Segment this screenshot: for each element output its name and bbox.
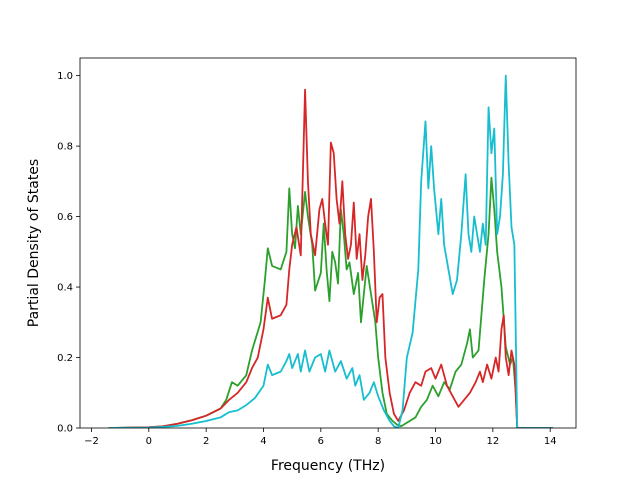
y-axis-label: Partial Density of States xyxy=(26,159,42,327)
x-tick-label: 8 xyxy=(375,436,381,447)
x-tick-label: 6 xyxy=(318,436,324,447)
y-tick-label: 0.0 xyxy=(57,424,73,435)
x-axis-label: Frequency (THz) xyxy=(271,458,385,474)
y-tick-label: 0.4 xyxy=(57,283,73,294)
plot-frame xyxy=(79,57,577,429)
y-tick-label: 0.6 xyxy=(57,212,73,223)
x-tick-label: 2 xyxy=(203,436,209,447)
x-tick-label: 0 xyxy=(146,436,152,447)
x-tick-label: −2 xyxy=(84,436,99,447)
y-axis-ticks: 0.0 0.2 0.4 0.6 0.8 1.0 xyxy=(57,71,80,435)
series-line-2 xyxy=(108,88,554,428)
y-tick-label: 1.0 xyxy=(57,71,73,82)
x-axis-ticks: −2 0 2 4 6 8 10 12 14 xyxy=(84,428,557,447)
series-layer xyxy=(108,74,554,428)
series-line-3 xyxy=(108,74,554,428)
y-tick-label: 0.2 xyxy=(57,353,73,364)
x-tick-label: 10 xyxy=(429,436,442,447)
x-tick-label: 12 xyxy=(486,436,499,447)
x-tick-label: 4 xyxy=(260,436,266,447)
y-tick-label: 0.8 xyxy=(57,142,73,153)
series-line-1 xyxy=(108,176,554,428)
x-tick-label: 14 xyxy=(544,436,557,447)
